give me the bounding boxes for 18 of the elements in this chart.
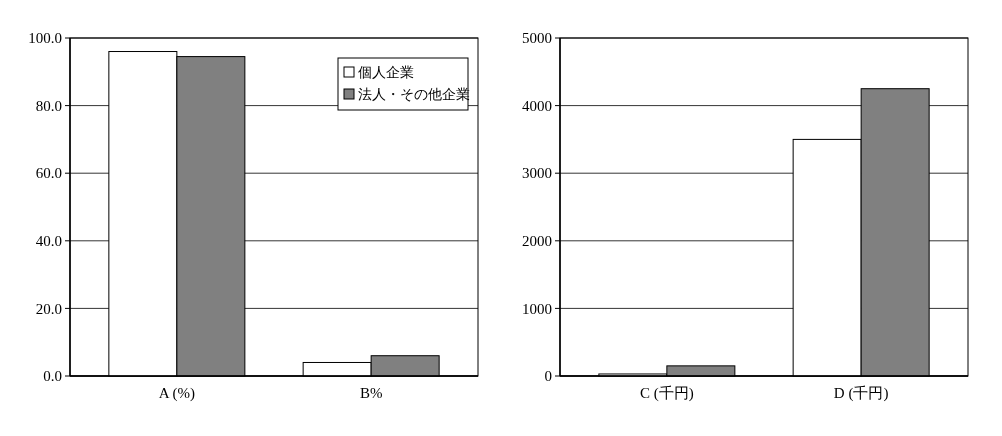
legend-label: 法人・その他企業 — [358, 86, 470, 102]
y-tick-label: 100.0 — [28, 30, 62, 47]
y-tick-label: 0 — [544, 368, 552, 385]
y-tick-label: 20.0 — [35, 300, 62, 317]
y-tick-label: 5000 — [522, 30, 552, 47]
x-tick-label: A (%) — [158, 385, 195, 402]
x-tick-label: B% — [359, 385, 383, 401]
x-tick-label: C (千円) — [639, 385, 694, 402]
y-tick-label: 4000 — [522, 97, 552, 114]
x-tick-label: D (千円) — [833, 385, 889, 402]
y-tick-label: 3000 — [522, 165, 552, 182]
legend-label: 個人企業 — [358, 64, 414, 80]
y-tick-label: 60.0 — [35, 165, 62, 182]
y-tick-label: 1000 — [522, 300, 552, 317]
y-tick-label: 0.0 — [43, 368, 62, 385]
y-tick-label: 40.0 — [35, 233, 62, 250]
y-tick-label: 2000 — [522, 233, 552, 250]
y-tick-label: 80.0 — [35, 97, 62, 114]
